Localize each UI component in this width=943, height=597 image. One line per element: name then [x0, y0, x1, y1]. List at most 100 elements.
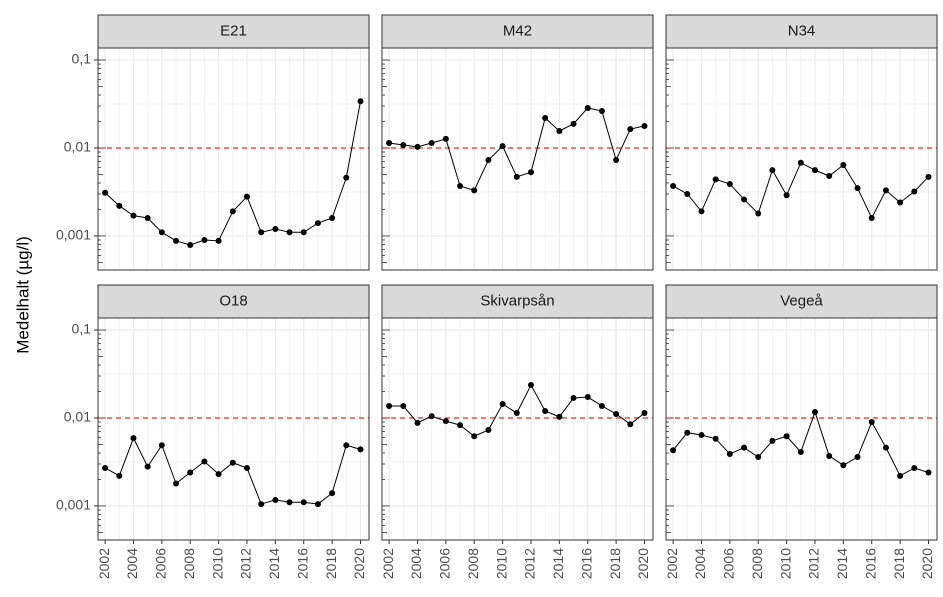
data-point [911, 464, 918, 471]
data-point [882, 187, 889, 194]
x-tick-label: 2004 [124, 548, 140, 579]
data-point [627, 421, 634, 428]
data-point [102, 189, 109, 196]
data-point [286, 499, 293, 506]
data-point [840, 462, 847, 469]
data-point [925, 469, 932, 476]
data-point [414, 143, 421, 150]
data-point [414, 419, 421, 426]
data-point [755, 454, 762, 461]
x-tick-label: 2006 [437, 548, 453, 579]
data-point [769, 167, 776, 174]
data-point [854, 454, 861, 461]
data-point [243, 464, 250, 471]
panel-background [98, 48, 369, 270]
data-point [357, 446, 364, 453]
data-point [286, 229, 293, 236]
data-point [471, 187, 478, 194]
x-tick-label: 2014 [834, 548, 850, 579]
x-tick-label: 2006 [153, 548, 169, 579]
data-point [527, 382, 534, 389]
data-point [598, 108, 605, 115]
data-point [854, 185, 861, 192]
data-point [116, 472, 123, 479]
data-point [797, 449, 804, 456]
panel: N34 [665, 14, 938, 271]
data-point [201, 458, 208, 465]
data-point [797, 159, 804, 166]
strip [97, 14, 370, 49]
x-tick-label: 2004 [692, 548, 708, 579]
data-point [542, 408, 549, 415]
data-point [272, 225, 279, 232]
x-tick-label: 2008 [181, 548, 197, 579]
data-point [726, 180, 733, 187]
data-point [712, 176, 719, 183]
x-tick-label: 2014 [550, 548, 566, 579]
strip-title: Skivarpsån [480, 292, 554, 309]
data-point [343, 442, 350, 449]
data-point [300, 499, 307, 506]
x-tick-label: 2016 [862, 548, 878, 579]
x-tick-label: 2020 [919, 548, 935, 579]
data-point [882, 444, 889, 451]
strip [665, 284, 938, 319]
data-point [570, 394, 577, 401]
panel-background [382, 318, 653, 540]
data-point [158, 229, 165, 236]
data-point [130, 212, 137, 219]
data-point [258, 501, 265, 508]
x-tick-label: 2002 [96, 548, 112, 579]
data-point [357, 98, 364, 105]
strip [381, 284, 654, 319]
data-point [741, 444, 748, 451]
data-point [527, 169, 534, 176]
x-tick-label: 2008 [465, 548, 481, 579]
panel: Skivarpsån 2002 2004 2006 2008 2010 2012 2014 20… [380, 284, 654, 579]
x-tick-label: 2010 [493, 548, 509, 579]
data-point [215, 471, 222, 478]
x-tick-label: 2018 [607, 548, 623, 579]
data-point [485, 427, 492, 434]
data-point [542, 115, 549, 122]
data-point [130, 435, 137, 442]
data-point [570, 120, 577, 127]
data-point [272, 496, 279, 503]
y-tick-label: 0,1 [72, 51, 92, 67]
panel-border [381, 317, 654, 541]
data-point [897, 472, 904, 479]
data-point [641, 122, 648, 129]
data-point [400, 402, 407, 409]
x-tick-label: 2018 [323, 548, 339, 579]
panel: M42 [381, 14, 654, 271]
x-tick-label: 2014 [266, 548, 282, 579]
x-tick-label: 2010 [209, 548, 225, 579]
panel: Vegeå 2002 2004 2006 2008 2010 2012 2014 2016 201… [664, 284, 938, 579]
data-point [158, 442, 165, 449]
data-point [826, 452, 833, 459]
data-point [556, 127, 563, 134]
x-tick-label: 2010 [777, 548, 793, 579]
data-point [102, 464, 109, 471]
y-axis-label: Medelhalt (µg/l) [13, 236, 32, 354]
panel-background [666, 48, 937, 270]
x-tick-label: 2018 [891, 548, 907, 579]
data-point [173, 480, 180, 487]
data-point [613, 410, 620, 417]
data-point [314, 220, 321, 227]
data-point [116, 202, 123, 209]
x-tick-label: 2020 [351, 548, 367, 579]
data-point [712, 435, 719, 442]
strip-title: O18 [219, 292, 247, 309]
data-point [868, 214, 875, 221]
data-point [187, 241, 194, 248]
data-point [215, 237, 222, 244]
data-point [911, 188, 918, 195]
data-point [243, 193, 250, 200]
data-point [598, 402, 605, 409]
data-point [670, 447, 677, 454]
data-point [442, 135, 449, 142]
data-point [201, 236, 208, 243]
panel-background [666, 318, 937, 540]
strip-title: Vegeå [780, 292, 823, 309]
